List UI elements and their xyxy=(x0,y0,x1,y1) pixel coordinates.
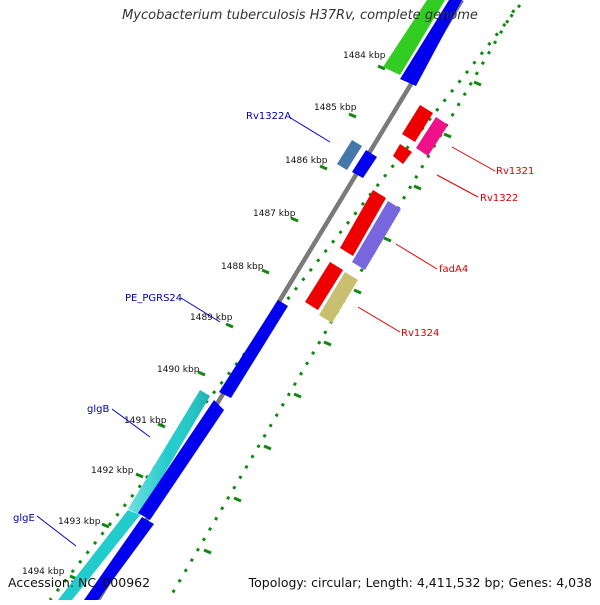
tick-mark xyxy=(348,112,357,119)
gene-blue-top[interactable] xyxy=(400,0,462,86)
gene-glge-blue[interactable] xyxy=(84,517,154,600)
tick-label: 1488 kbp xyxy=(221,262,264,272)
tick-mark xyxy=(225,322,234,329)
gene-fada4-red[interactable] xyxy=(340,190,386,256)
gene-rv1324-red[interactable] xyxy=(305,262,343,310)
gene-glgb-cyan-overlay xyxy=(128,390,210,515)
tick-label: 1487 kbp xyxy=(253,209,296,219)
tick-label: 1492 kbp xyxy=(91,466,134,476)
gene-label-pe-pgrs24: PE_PGRS24 xyxy=(125,293,182,304)
tick-mark xyxy=(319,164,328,171)
gene-label-rv1324: Rv1324 xyxy=(401,328,439,339)
gene-rv1324-olive[interactable] xyxy=(319,272,358,323)
gene-rv1321[interactable] xyxy=(402,105,433,142)
gene-label-fada4: fadA4 xyxy=(439,264,468,275)
tick-label: 1493 kbp xyxy=(58,517,101,527)
map-title: Mycobacterium tuberculosis H37Rv, comple… xyxy=(122,8,478,23)
tick-marks xyxy=(69,64,386,581)
gene-glge-cyan[interactable] xyxy=(58,510,140,600)
tick-label: 1491 kbp xyxy=(124,416,167,426)
gene-label-glge: glgE xyxy=(13,513,35,524)
inner-tick-track xyxy=(48,4,522,601)
tick-mark xyxy=(261,268,270,275)
tick-label: 1485 kbp xyxy=(314,103,357,113)
gene-label-rv1322a: Rv1322A xyxy=(246,111,291,122)
tick-label: 1494 kbp xyxy=(22,567,65,577)
tick-label: 1486 kbp xyxy=(285,156,328,166)
tick-label: 1484 kbp xyxy=(343,51,386,61)
gene-rv1322a-blue[interactable] xyxy=(352,150,377,178)
gene-label-glgb: glgB xyxy=(87,404,109,415)
gene-label-rv1322: Rv1322 xyxy=(480,193,518,204)
gene-rv1322a-steel[interactable] xyxy=(337,140,362,170)
gene-fada4-purple[interactable] xyxy=(352,201,401,270)
tick-mark xyxy=(157,422,166,429)
tick-mark xyxy=(290,216,299,223)
gene-pe-pgrs24[interactable] xyxy=(219,300,288,398)
gene-label-rv1321: Rv1321 xyxy=(496,166,534,177)
genome-summary-text: Topology: circular; Length: 4,411,532 bp… xyxy=(248,575,592,590)
tick-mark xyxy=(377,64,386,71)
tick-mark xyxy=(197,370,206,377)
tick-label: 1489 kbp xyxy=(190,313,233,323)
gene-rv1322[interactable] xyxy=(416,117,448,156)
accession-text: Accession: NC_000962 xyxy=(8,575,151,590)
label-connectors xyxy=(36,116,496,547)
tick-mark xyxy=(135,472,144,479)
gene-rv1321-arrow[interactable] xyxy=(393,144,412,164)
outer-tick-marks xyxy=(203,80,482,555)
tick-label: 1490 kbp xyxy=(157,365,200,375)
gene-green[interactable] xyxy=(383,0,445,75)
gene-glgb-blue[interactable] xyxy=(138,400,224,520)
tick-mark xyxy=(101,522,110,529)
tick-labels: 1484 kbp 1485 kbp 1486 kbp 1487 kbp 1488… xyxy=(22,51,386,577)
